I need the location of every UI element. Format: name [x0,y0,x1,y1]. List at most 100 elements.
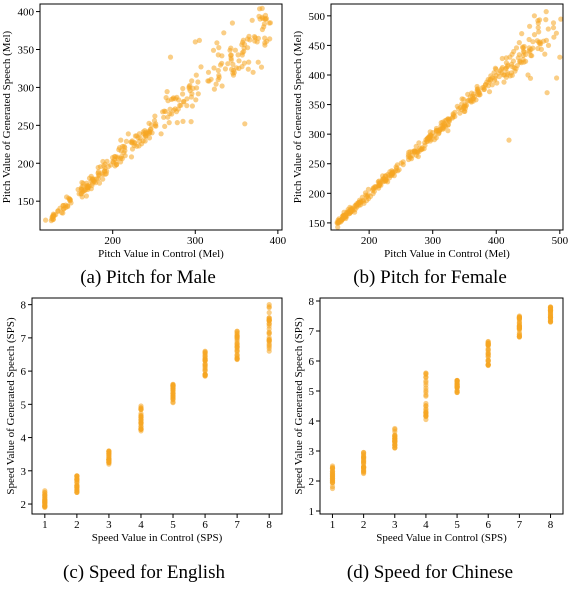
y-tick-label: 6 [309,356,315,368]
y-tick-label: 400 [309,70,326,82]
data-point [162,108,169,115]
data-point [537,41,543,47]
data-point [162,123,168,129]
data-point [335,224,341,230]
data-point [211,65,217,71]
x-axis-label: Speed Value in Control (SPS) [376,532,507,544]
panel-d: 1 2 3 4 5 6 7 8 1 2 3 4 5 6 7 8 Speed Value in Control (… [293,296,564,583]
data-point [246,59,252,65]
data-point [74,489,80,495]
data-point [527,49,533,55]
data-point [257,6,263,12]
x-tick-label: 1 [42,519,48,531]
data-point [357,202,364,208]
data-point [189,78,195,84]
data-point [123,138,129,144]
data-point [135,135,141,141]
data-point [485,347,491,353]
data-point [506,137,512,143]
panel-caption: (a) Pitch for Male [80,267,216,288]
data-point [114,154,120,160]
data-point [193,72,199,78]
x-axis-label: Pitch Value in Control (Mel) [98,248,224,260]
data-point [516,40,522,46]
data-point [485,362,491,369]
data-point [353,203,359,209]
data-point [454,389,460,396]
data-point [545,26,551,32]
data-point [231,67,237,73]
data-point [261,24,267,30]
data-point [55,208,61,214]
data-point [42,504,48,510]
y-tick-label: 8 [21,300,27,312]
data-point [262,12,269,18]
data-point [386,172,392,179]
data-point [230,61,236,67]
y-tick-label: 8 [309,296,315,308]
data-point [241,48,247,55]
data-point [329,480,336,486]
data-point [364,197,370,204]
data-point [543,17,549,23]
data-point [180,118,186,124]
data-point [423,378,429,384]
data-point [188,119,194,125]
data-point [423,413,429,419]
y-tick-label: 300 [309,129,326,141]
data-point [42,488,48,494]
data-point [423,389,429,395]
data-point [392,425,398,432]
x-tick-label: 8 [548,519,554,531]
data-point [376,182,382,189]
data-point [189,103,195,109]
y-tick-label: 7 [21,333,27,345]
data-point [216,74,222,80]
data-point [158,131,164,137]
data-point [545,42,552,49]
data-point [266,321,272,327]
data-point [187,82,193,89]
data-point [364,194,370,200]
data-point [216,45,222,51]
data-point [551,34,557,40]
data-point [361,449,367,456]
data-point [370,191,376,197]
data-point [385,179,391,185]
data-point [213,81,219,87]
panel-caption: (d) Speed for Chinese [347,562,513,583]
y-tick-label: 150 [309,218,326,230]
data-point [461,108,467,114]
data-point [234,340,240,346]
data-point [170,385,176,391]
data-point [75,186,81,193]
data-point [170,95,177,101]
data-point [485,338,491,345]
y-tick-label: 4 [309,416,315,428]
y-tick-label: 4 [21,433,27,445]
data-point [535,25,541,31]
data-point [266,302,272,308]
panel-a: 200 300 400 150 200 250 300 350 400 Pitch Value i… [1,3,287,288]
data-point [475,89,481,95]
data-point [554,75,560,81]
data-point [184,103,190,109]
data-point [516,323,523,329]
data-point [329,463,336,469]
y-tick-label: 3 [21,466,27,478]
data-point [202,358,208,364]
data-point [540,38,547,44]
data-point [499,55,505,62]
x-tick-label: 200 [104,235,121,247]
data-point [198,64,204,70]
data-point [104,158,110,164]
points-c [42,302,272,510]
data-point [467,94,473,100]
data-point [202,348,208,354]
x-tick-label: 300 [424,235,441,247]
data-point [503,55,509,61]
data-point [164,89,170,95]
data-point [148,122,154,128]
data-point [105,163,111,170]
